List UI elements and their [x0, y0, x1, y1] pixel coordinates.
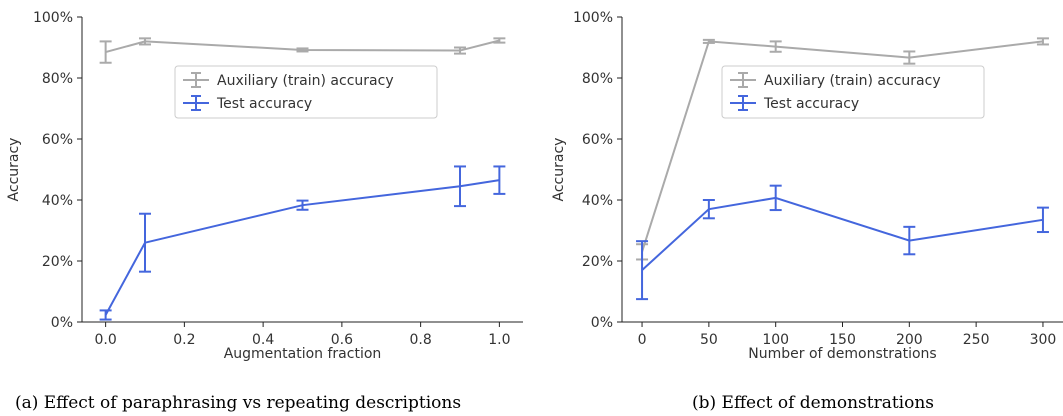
error-bar [636, 240, 649, 301]
x-tick-label: 250 [963, 332, 990, 348]
legend-swatch [183, 72, 209, 88]
error-bar [1036, 37, 1049, 46]
error-bar [454, 165, 466, 208]
x-tick-label: 300 [1030, 332, 1057, 348]
error-bar [139, 37, 151, 46]
error-bar [493, 165, 506, 195]
chart-panel-2: 0% 20% 40% 60% 80% 100% 0 50 100 150 200 250 300 Numb… [551, 10, 1063, 413]
legend-swatch [730, 95, 756, 111]
x-tick-label: 100 [762, 332, 789, 348]
legend: Auxiliary (train) accuracy Test accuracy [174, 65, 438, 119]
x-tick-label: 0.8 [409, 332, 431, 348]
x-tick-label: 0.2 [173, 332, 195, 348]
x-tick-label: 150 [829, 332, 856, 348]
series-test [99, 165, 506, 321]
y-tick-label: 60% [42, 132, 73, 148]
chart-panel-1: 0% 20% 40% 60% 80% 100% 0.0 0.2 0.4 0.6 0.8 1.0 Augm… [6, 10, 523, 413]
error-bar [903, 225, 916, 256]
legend-box [174, 65, 438, 119]
x-tick-label: 200 [896, 332, 923, 348]
error-bar [769, 184, 782, 212]
y-tick-label: 60% [582, 132, 613, 148]
y-tick-label: 0% [51, 315, 73, 331]
error-bar [296, 47, 309, 53]
x-tick-label: 1.0 [488, 332, 510, 348]
x-axis-label: Augmentation fraction [224, 346, 382, 362]
legend-label: Test accuracy [216, 96, 312, 112]
error-bar [99, 309, 112, 321]
figure-caption: (b) Effect of demonstrations [692, 393, 934, 413]
x-tick-label: 0.0 [94, 332, 116, 348]
legend-label: Auxiliary (train) accuracy [217, 73, 394, 89]
legend-box [721, 65, 985, 119]
y-tick-label: 40% [42, 193, 73, 209]
figure-caption: (a) Effect of paraphrasing vs repeating … [15, 393, 461, 413]
legend-label: Auxiliary (train) accuracy [764, 73, 941, 89]
y-tick-label: 0% [591, 315, 613, 331]
x-tick-label: 50 [700, 332, 718, 348]
y-tick-label: 20% [582, 254, 613, 270]
y-tick-label: 100% [33, 10, 73, 26]
error-bar [99, 40, 112, 64]
legend-swatch [730, 72, 756, 88]
x-tick-label: 0 [638, 332, 647, 348]
error-bar [493, 37, 506, 44]
y-axis-label: Accuracy [6, 138, 22, 202]
y-tick-label: 40% [582, 193, 613, 209]
series-line [641, 196, 1044, 271]
series-auxiliary [636, 37, 1049, 261]
error-bar [702, 199, 715, 220]
error-bar [769, 40, 782, 53]
legend: Auxiliary (train) accuracy Test accuracy [721, 65, 985, 119]
error-bar [296, 199, 309, 211]
x-axis-label: Number of demonstrations [748, 346, 936, 362]
legend-label: Test accuracy [763, 96, 859, 112]
y-tick-label: 80% [42, 71, 73, 87]
error-bar [454, 46, 466, 55]
error-bar [139, 212, 151, 273]
series-test [636, 184, 1049, 301]
error-bar [903, 50, 916, 65]
x-tick-label: 0.4 [252, 332, 274, 348]
x-tick-label: 0.6 [331, 332, 353, 348]
y-axis-label: Accuracy [551, 138, 567, 202]
y-tick-label: 100% [573, 10, 613, 26]
error-bar [702, 38, 715, 44]
error-bar [1036, 206, 1049, 234]
y-tick-label: 20% [42, 254, 73, 270]
y-tick-label: 80% [582, 71, 613, 87]
series-auxiliary [99, 37, 506, 64]
legend-swatch [183, 95, 209, 111]
